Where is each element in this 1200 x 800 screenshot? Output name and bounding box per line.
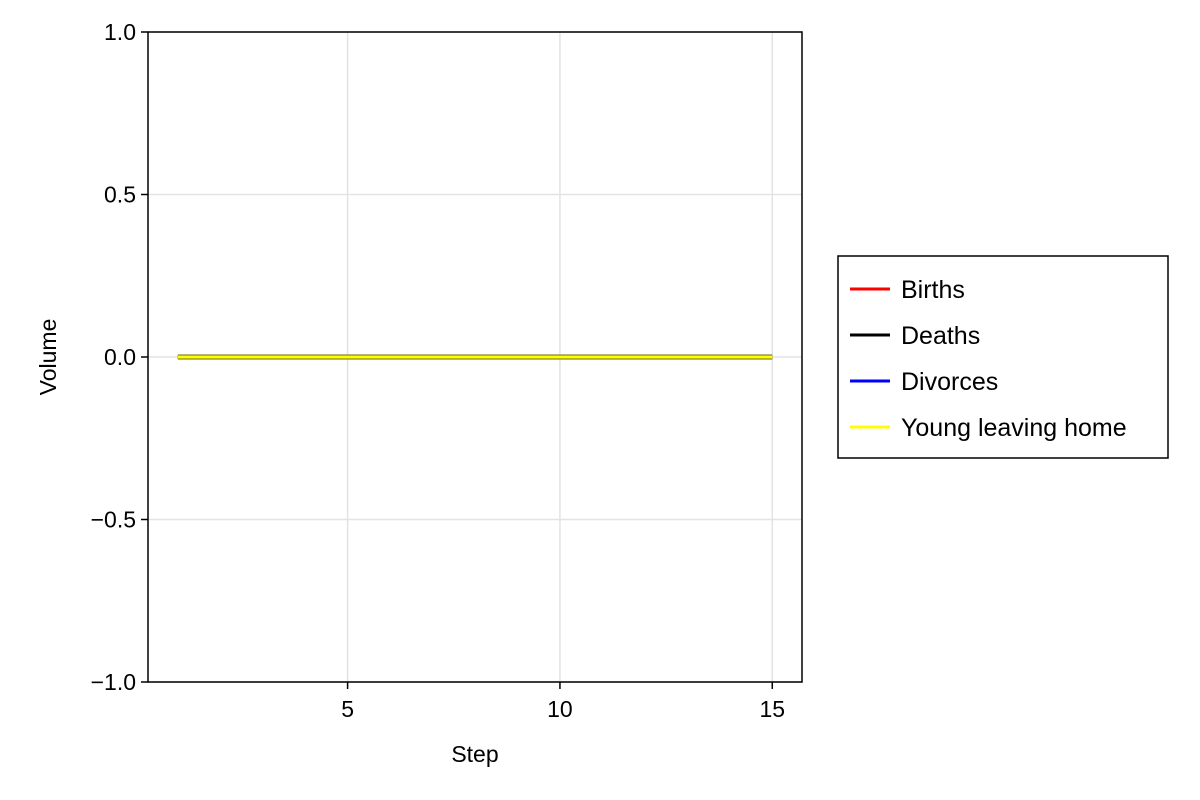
y-tick-label: 0.5 — [104, 182, 136, 208]
legend-items: Births Deaths Divorces Young leaving home — [850, 276, 1127, 442]
legend-label-births: Births — [901, 276, 965, 304]
x-tick-label: 5 — [341, 696, 354, 722]
y-tick-label: 1.0 — [104, 19, 136, 45]
y-tick-label: 0.0 — [104, 344, 136, 370]
x-tick-label: 10 — [547, 696, 573, 722]
legend-label-divorces: Divorces — [901, 368, 998, 396]
legend-box — [837, 255, 1169, 459]
y-tick-label: −1.0 — [91, 669, 136, 695]
y-axis-label: Volume — [35, 319, 61, 396]
x-axis-label: Step — [451, 741, 498, 767]
axis-ticks: 5 10 15 −1.0 −0.5 0.0 0.5 1.0 — [91, 19, 785, 722]
legend: Births Deaths Divorces Young leaving home — [837, 255, 1169, 459]
x-tick-label: 15 — [759, 696, 785, 722]
legend-label-deaths: Deaths — [901, 322, 980, 350]
legend-label-young-leaving-home: Young leaving home — [901, 414, 1127, 442]
y-tick-label: −0.5 — [91, 507, 136, 533]
